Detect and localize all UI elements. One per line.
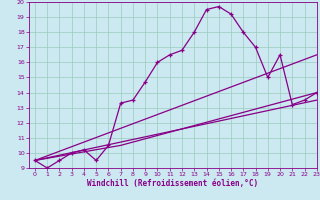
X-axis label: Windchill (Refroidissement éolien,°C): Windchill (Refroidissement éolien,°C) [87, 179, 258, 188]
